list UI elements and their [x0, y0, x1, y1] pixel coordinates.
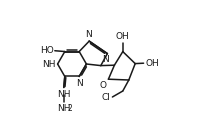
Text: NH: NH — [57, 90, 71, 99]
Text: N: N — [76, 80, 83, 88]
Text: OH: OH — [146, 59, 159, 68]
Text: N: N — [102, 55, 109, 64]
Text: 2: 2 — [68, 104, 73, 114]
Text: N: N — [85, 30, 92, 39]
Text: O: O — [100, 81, 107, 90]
Text: Cl: Cl — [102, 93, 111, 102]
Text: OH: OH — [116, 32, 130, 41]
Text: HO: HO — [40, 46, 53, 55]
Text: NH: NH — [42, 60, 56, 68]
Text: NH: NH — [57, 104, 71, 114]
